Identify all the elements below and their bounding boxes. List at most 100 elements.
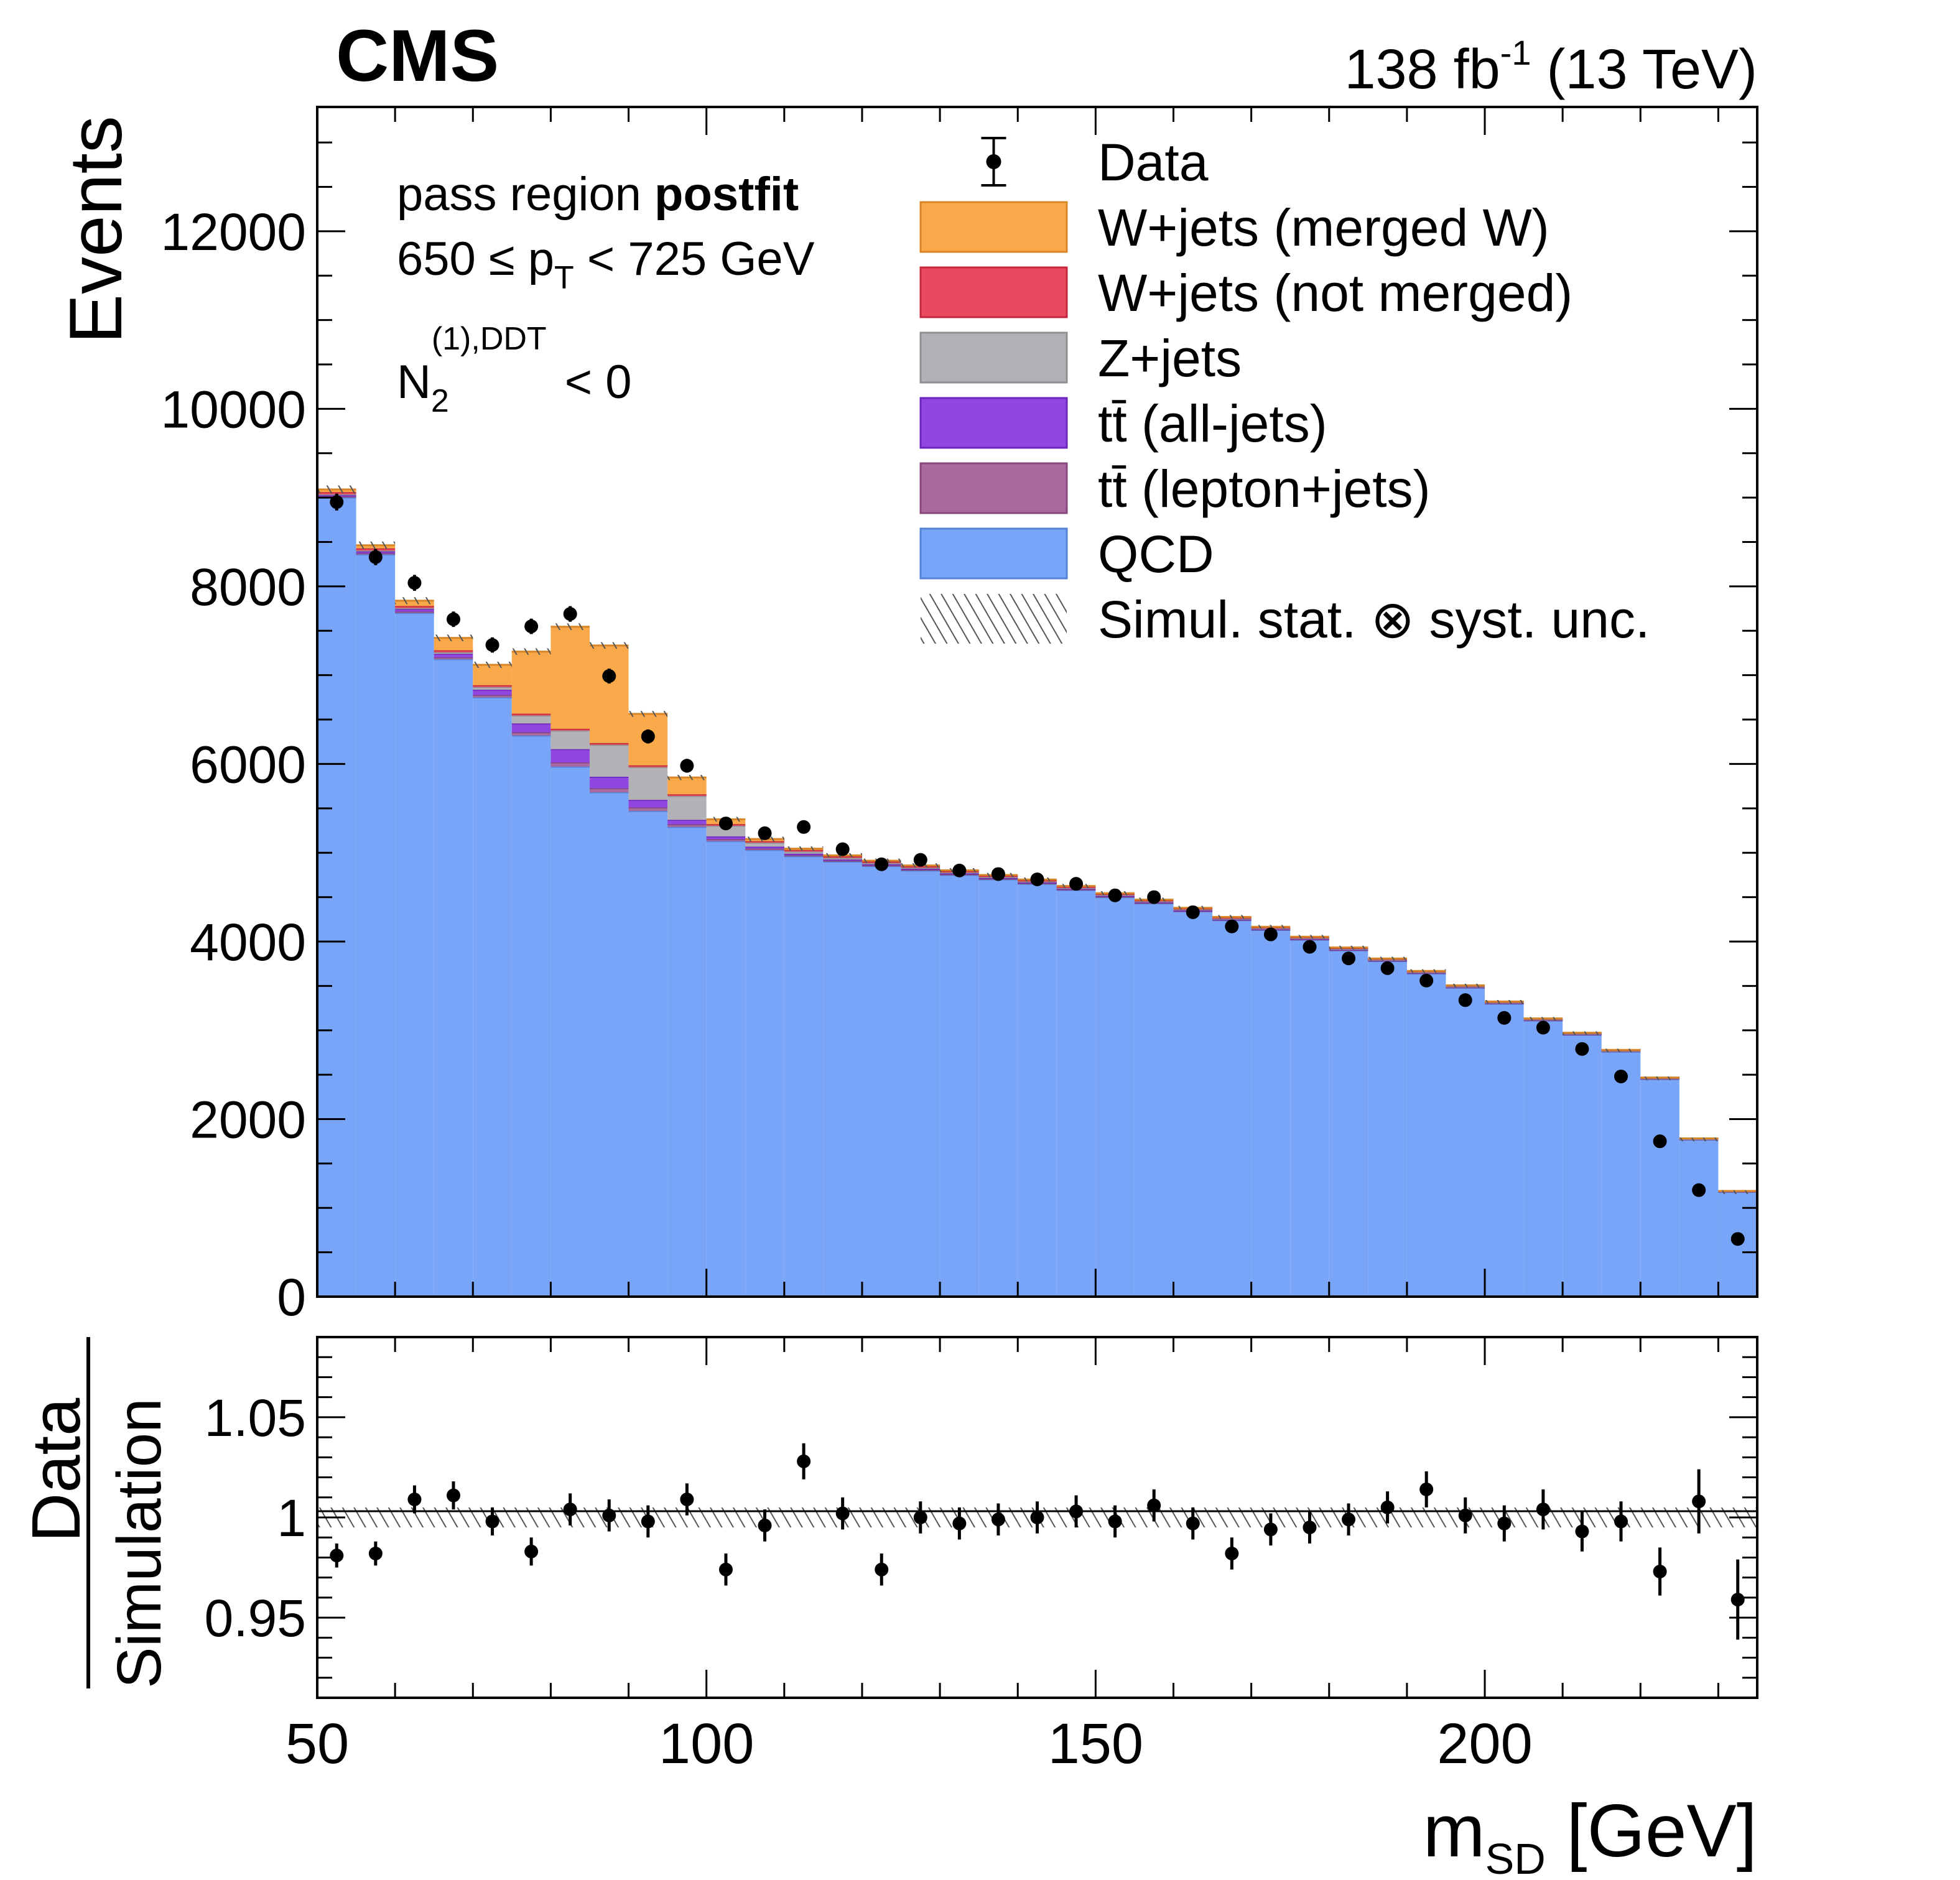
ratio-point: [446, 1488, 460, 1503]
data-point: [1225, 919, 1239, 933]
ratio-point: [563, 1503, 577, 1517]
data-point: [1653, 1134, 1667, 1149]
ratio-point: [1069, 1504, 1084, 1519]
unc-band-bin: [1485, 999, 1524, 1004]
ratio-point: [1225, 1547, 1239, 1560]
data-point: [1147, 890, 1161, 904]
hist-bar: [1173, 911, 1213, 1297]
data-point: [602, 669, 616, 683]
ratio-points: [330, 1443, 1745, 1640]
data-points: [330, 493, 1745, 1246]
legend-marker: [986, 154, 1001, 169]
pt-range-label: 650 ≤ pT < 725 GeV: [397, 233, 815, 296]
ratio-point: [485, 1514, 499, 1529]
hist-bar: [1368, 961, 1407, 1297]
main-x-ticks: [316, 107, 1719, 1297]
legend-label: W+jets (not merged): [1098, 264, 1572, 322]
legend-swatch: [919, 462, 1068, 514]
ratio-point: [1342, 1512, 1356, 1527]
hist-bar: [628, 807, 668, 812]
x-tick-label: 50: [286, 1712, 349, 1776]
unc-band-bin: [1563, 1031, 1602, 1035]
hist-bar: [511, 735, 551, 1297]
y-tick-label: 6000: [190, 735, 306, 794]
main-y-axis-label: Events: [54, 116, 137, 344]
hist-bar: [1640, 1079, 1679, 1297]
luminosity-label: 138 fb-1 (13 TeV): [1344, 33, 1757, 101]
hist-bar: [550, 766, 590, 1297]
legend: Data W+jets (merged W) W+jets (not merged)…: [919, 133, 1650, 649]
ratio-point: [1030, 1511, 1044, 1524]
hist-bar: [1290, 940, 1329, 1297]
hist-bar: [473, 697, 512, 1297]
ratio-point: [1186, 1516, 1200, 1530]
unc-band-bin: [1718, 1190, 1757, 1195]
unc-band-bin: [434, 634, 473, 642]
ratio-point: [368, 1547, 383, 1560]
data-point: [718, 817, 733, 831]
unc-band-bin: [784, 846, 824, 851]
legend-entry-wjets_merged: W+jets (merged W): [919, 198, 1549, 257]
hist-bar: [745, 850, 784, 1297]
hist-bar: [1056, 890, 1096, 1297]
data-point: [1069, 877, 1084, 891]
legend-entry-qcd: QCD: [919, 525, 1214, 583]
hist-bar: [356, 554, 396, 1297]
y-tick-label: 0: [277, 1268, 306, 1327]
hist-bar: [473, 690, 512, 695]
experiment-label: CMS: [336, 15, 499, 97]
unc-band-bin: [356, 541, 396, 549]
hist-bar: [589, 645, 629, 743]
hist-bar: [628, 811, 668, 1297]
ratio-point: [1497, 1516, 1512, 1530]
hist-bar: [473, 664, 512, 685]
main-plot-panel: 0 2000 4000 6000 8000 10000 12000 Events: [54, 106, 1758, 1327]
hist-bar: [473, 695, 512, 698]
main-y-axis: 0 2000 4000 6000 8000 10000 12000: [160, 141, 1757, 1327]
hist-bar: [434, 659, 473, 1297]
unc-band-bin: [1601, 1049, 1641, 1053]
legend-hatch-swatch: [921, 594, 1067, 644]
hist-bar: [745, 843, 784, 847]
hist-bar: [589, 792, 629, 1297]
unc-band-bin: [550, 623, 590, 631]
unc-band-bin: [1640, 1076, 1679, 1080]
legend-swatch: [919, 397, 1068, 449]
hist-bar: [1485, 1003, 1524, 1297]
data-point: [1419, 973, 1434, 988]
lumi-exponent: -1: [1500, 33, 1531, 72]
y-tick-label: 10000: [160, 380, 306, 438]
hist-bar: [862, 866, 901, 1297]
ratio-point: [1536, 1503, 1550, 1517]
unc-band-bin: [511, 648, 551, 655]
data-point: [1303, 940, 1317, 954]
ratio-point: [680, 1493, 694, 1506]
ratio-y-axis: 0.95 1 1.05: [205, 1336, 1757, 1699]
data-point: [563, 607, 577, 621]
hist-bar: [978, 879, 1018, 1297]
region-label: pass region postfit: [397, 168, 799, 221]
ratio-point: [602, 1508, 616, 1522]
data-point: [641, 729, 655, 744]
hist-bar: [1251, 930, 1291, 1297]
x-tick-label: 200: [1437, 1712, 1533, 1776]
hist-bar: [1329, 950, 1368, 1297]
lumi-energy: (13 TeV): [1546, 39, 1757, 101]
ratio-point: [952, 1516, 967, 1530]
ratio-plot-panel: 0.95 1 1.05 50 100 150 200 Data Simulation: [18, 1336, 1758, 1776]
ratio-point: [1692, 1494, 1706, 1509]
ratio-point: [1419, 1482, 1434, 1496]
ratio-point: [1575, 1524, 1589, 1539]
ratio-point: [330, 1549, 344, 1563]
unc-band-bin: [1368, 956, 1407, 961]
annotation-block: pass region postfit 650 ≤ pT < 725 GeV N…: [397, 168, 815, 419]
data-point: [524, 619, 539, 634]
hist-bar: [784, 856, 824, 1297]
data-point: [1536, 1021, 1550, 1035]
y-tick-label: 2000: [190, 1090, 306, 1149]
hist-bar: [473, 687, 512, 690]
hist-bar: [1406, 973, 1446, 1297]
hist-bar: [1563, 1034, 1602, 1297]
hist-bar: [667, 795, 707, 820]
data-point: [407, 576, 422, 590]
